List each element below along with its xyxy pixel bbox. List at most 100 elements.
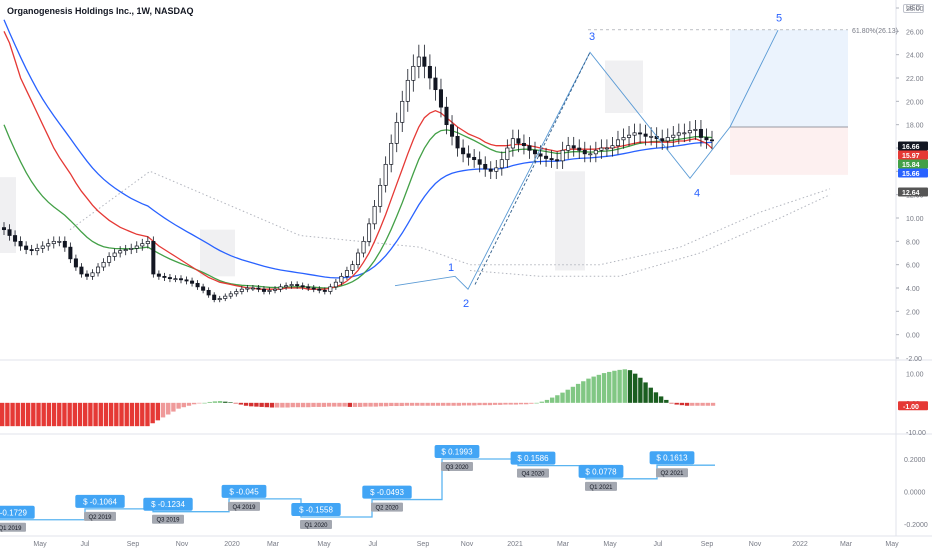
earnings-value-box[interactable]: [578, 464, 624, 478]
candle[interactable]: [372, 205, 377, 225]
candle[interactable]: [317, 288, 322, 291]
candle[interactable]: [256, 287, 261, 290]
candle[interactable]: [7, 229, 12, 236]
candle[interactable]: [378, 184, 383, 207]
candle[interactable]: [571, 145, 576, 149]
candle[interactable]: [604, 147, 609, 150]
candle[interactable]: [676, 132, 681, 136]
candle[interactable]: [400, 100, 405, 123]
candle[interactable]: [560, 149, 565, 162]
candle[interactable]: [134, 245, 139, 249]
earnings-value-box[interactable]: [75, 494, 125, 508]
candle[interactable]: [51, 240, 56, 245]
candle[interactable]: [206, 289, 211, 296]
candle[interactable]: [239, 288, 244, 292]
candle[interactable]: [96, 266, 101, 274]
earnings-value-box[interactable]: [434, 444, 480, 458]
candle[interactable]: [267, 289, 272, 292]
candle[interactable]: [46, 243, 51, 247]
candle[interactable]: [118, 250, 123, 254]
candle[interactable]: [167, 277, 172, 280]
candle[interactable]: [427, 65, 432, 79]
candle[interactable]: [306, 286, 311, 289]
candle[interactable]: [544, 155, 549, 159]
candle[interactable]: [483, 163, 488, 170]
candle[interactable]: [178, 278, 184, 281]
candle[interactable]: [422, 56, 427, 67]
candle[interactable]: [510, 138, 515, 149]
candle[interactable]: [35, 247, 40, 252]
candle[interactable]: [123, 249, 128, 252]
candle[interactable]: [615, 139, 620, 147]
candle[interactable]: [521, 142, 526, 147]
candle[interactable]: [527, 145, 532, 151]
candle[interactable]: [649, 135, 654, 138]
candle[interactable]: [245, 287, 250, 290]
candle[interactable]: [273, 288, 278, 291]
candle[interactable]: [444, 106, 449, 126]
candle[interactable]: [344, 270, 349, 277]
candle[interactable]: [665, 137, 670, 142]
candle[interactable]: [538, 153, 543, 157]
candle[interactable]: [593, 149, 598, 155]
candle[interactable]: [389, 142, 394, 165]
candle[interactable]: [532, 149, 538, 155]
candle[interactable]: [217, 298, 222, 301]
candle[interactable]: [190, 280, 195, 284]
candle[interactable]: [621, 137, 626, 141]
candle[interactable]: [698, 128, 703, 138]
candle[interactable]: [73, 258, 78, 268]
candle[interactable]: [250, 287, 255, 290]
candle[interactable]: [577, 147, 582, 151]
candle[interactable]: [549, 158, 554, 161]
candle[interactable]: [693, 128, 698, 131]
candle[interactable]: [107, 256, 112, 263]
candle[interactable]: [295, 284, 300, 287]
candle[interactable]: [610, 145, 615, 149]
candle[interactable]: [599, 147, 604, 151]
candle[interactable]: [101, 261, 106, 268]
candle[interactable]: [201, 286, 206, 291]
candle[interactable]: [328, 286, 333, 292]
candle[interactable]: [261, 288, 266, 292]
candle[interactable]: [588, 153, 593, 156]
candle[interactable]: [278, 286, 283, 290]
candle[interactable]: [367, 223, 372, 242]
candle[interactable]: [90, 272, 95, 277]
candle[interactable]: [29, 249, 34, 252]
candle[interactable]: [112, 252, 117, 257]
candle[interactable]: [156, 273, 161, 277]
candle[interactable]: [62, 240, 67, 248]
candle[interactable]: [405, 79, 410, 102]
candle[interactable]: [499, 159, 504, 169]
candle[interactable]: [411, 65, 416, 81]
candle[interactable]: [416, 56, 421, 67]
candle[interactable]: [660, 138, 665, 142]
candle[interactable]: [84, 273, 89, 277]
candle[interactable]: [494, 167, 499, 172]
candle[interactable]: [632, 132, 637, 136]
candle[interactable]: [333, 281, 338, 288]
candle[interactable]: [311, 287, 316, 290]
earnings-value-box[interactable]: [221, 484, 267, 498]
candle[interactable]: [394, 121, 399, 144]
earnings-value-box[interactable]: [362, 485, 412, 499]
candle[interactable]: [671, 134, 676, 138]
candle[interactable]: [383, 163, 388, 186]
earnings-value-box[interactable]: [0, 505, 35, 519]
candle[interactable]: [472, 156, 477, 161]
candle[interactable]: [466, 153, 471, 158]
candle[interactable]: [129, 247, 134, 250]
candle[interactable]: [682, 132, 687, 135]
candle[interactable]: [24, 245, 29, 250]
earnings-value-box[interactable]: [143, 497, 193, 511]
candle[interactable]: [438, 89, 443, 108]
candle[interactable]: [627, 134, 632, 138]
candle[interactable]: [228, 293, 233, 297]
candle[interactable]: [145, 240, 150, 245]
candle[interactable]: [284, 285, 289, 288]
candle[interactable]: [151, 240, 156, 275]
candle[interactable]: [477, 159, 482, 165]
candle[interactable]: [173, 278, 178, 281]
